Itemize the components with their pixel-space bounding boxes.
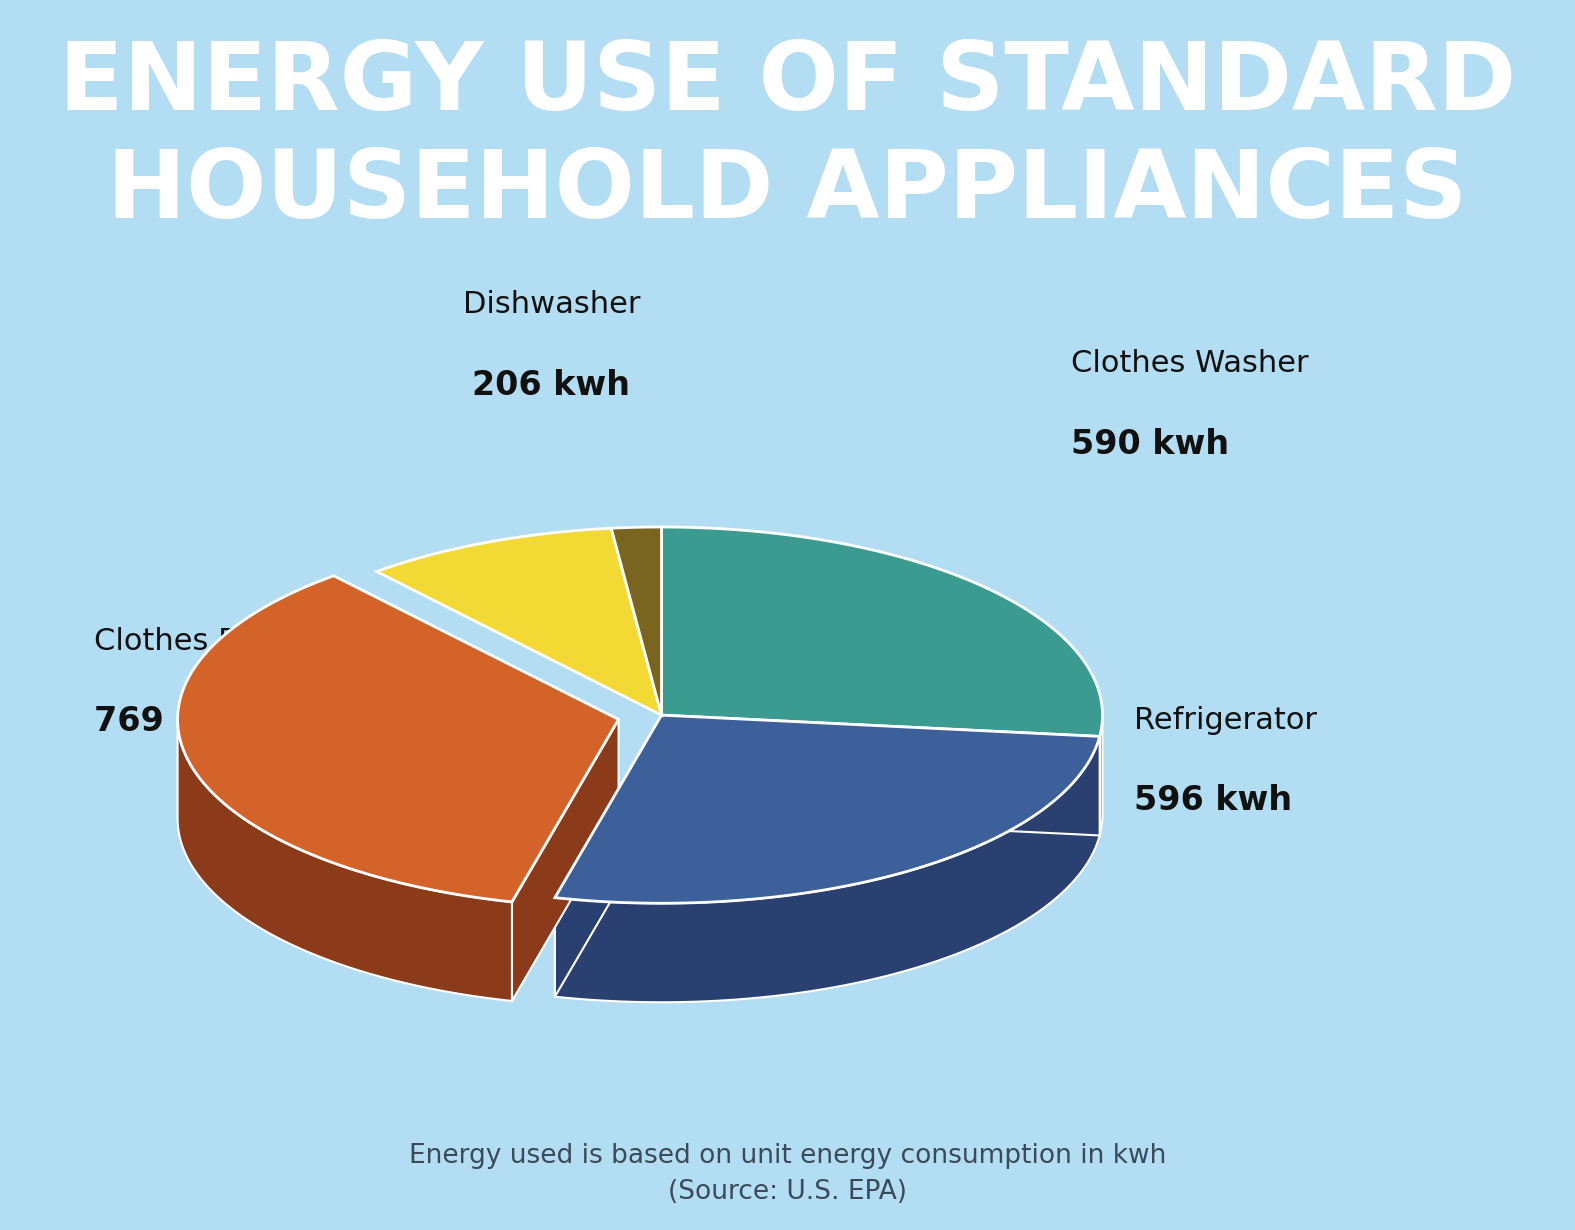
- Polygon shape: [662, 715, 1099, 835]
- Polygon shape: [554, 737, 1099, 1002]
- Text: ENERGY USE OF STANDARD: ENERGY USE OF STANDARD: [58, 38, 1517, 130]
- Text: 769 kwh: 769 kwh: [94, 705, 252, 738]
- Text: Clothes Dryer: Clothes Dryer: [94, 627, 304, 656]
- Text: Dishwasher: Dishwasher: [463, 290, 639, 319]
- Text: HOUSEHOLD APPLIANCES: HOUSEHOLD APPLIANCES: [107, 146, 1468, 237]
- Polygon shape: [554, 715, 1099, 903]
- Text: 206 kwh: 206 kwh: [472, 369, 630, 401]
- Text: Clothes Washer: Clothes Washer: [1071, 349, 1309, 379]
- Text: Energy used is based on unit energy consumption in kwh: Energy used is based on unit energy cons…: [410, 1143, 1166, 1168]
- Text: 590 kwh: 590 kwh: [1071, 428, 1228, 461]
- Polygon shape: [554, 715, 662, 996]
- Text: Refrigerator: Refrigerator: [1134, 706, 1317, 736]
- Polygon shape: [512, 720, 619, 1001]
- Polygon shape: [1099, 712, 1102, 835]
- Polygon shape: [662, 715, 1099, 835]
- Polygon shape: [376, 528, 662, 715]
- Polygon shape: [611, 526, 662, 715]
- Text: (Source: U.S. EPA): (Source: U.S. EPA): [668, 1180, 907, 1205]
- Polygon shape: [662, 526, 1102, 737]
- Polygon shape: [178, 576, 619, 902]
- Text: 596 kwh: 596 kwh: [1134, 785, 1292, 818]
- Polygon shape: [178, 718, 512, 1001]
